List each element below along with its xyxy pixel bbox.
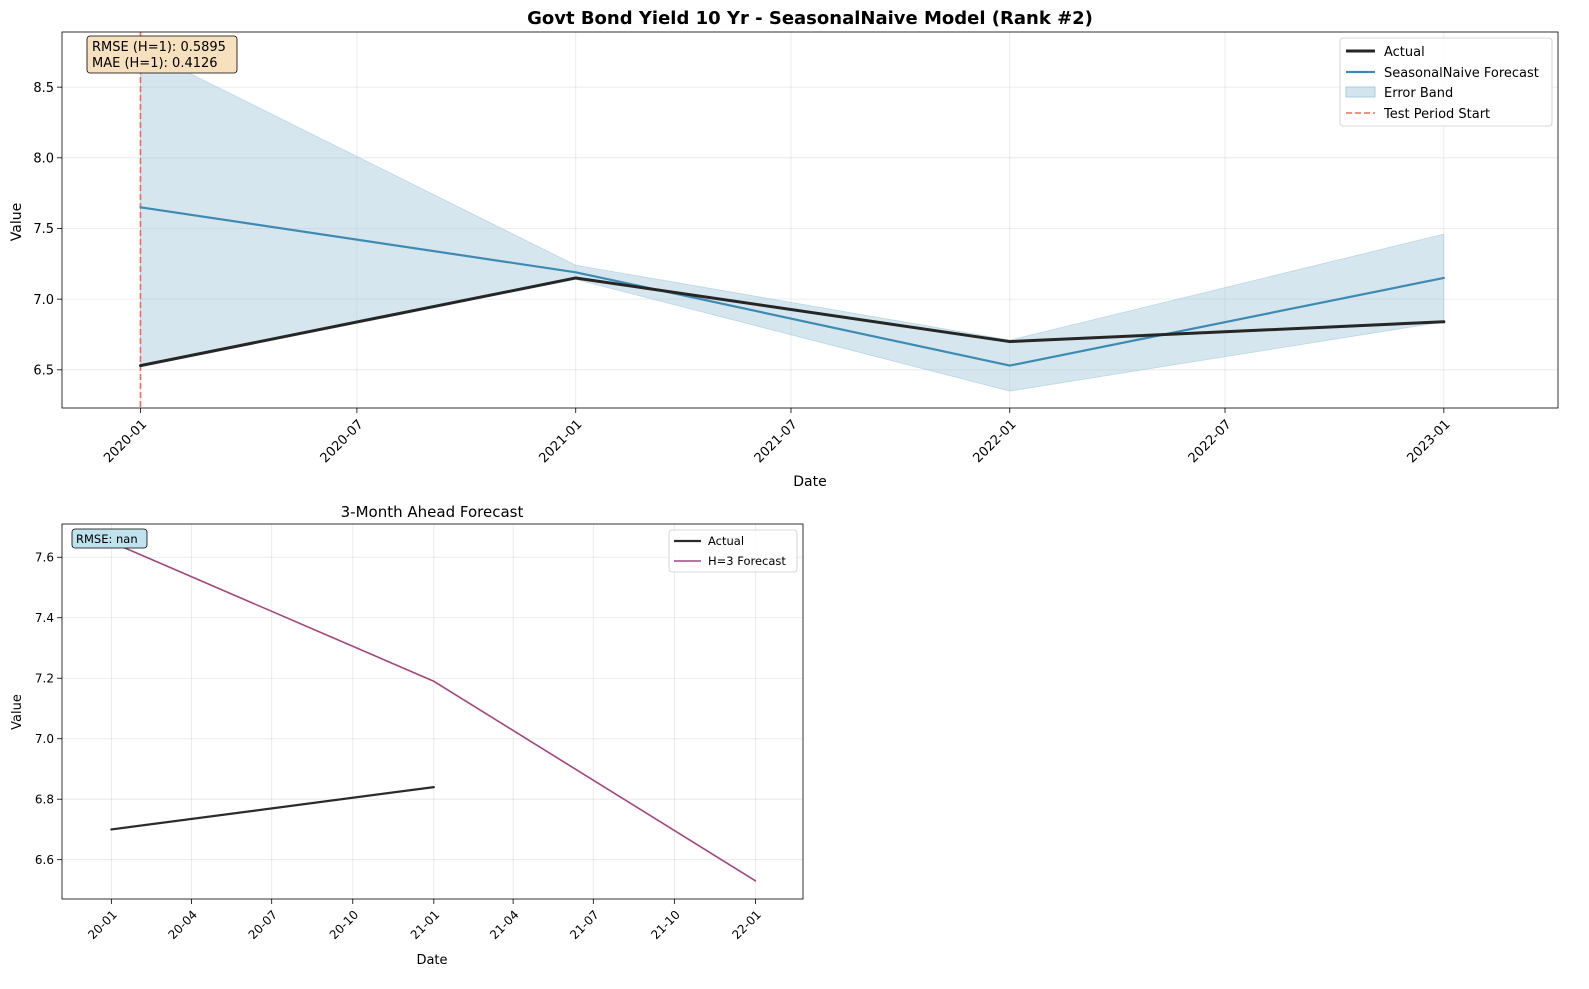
chart2-series-h3-forecast-line (110, 541, 757, 882)
chart1-x-tick-label: 2021-07 (752, 417, 801, 466)
chart2-x-axis-label: Date (416, 953, 447, 968)
chart2-x-ticks: 20-01 20-04 20-07 20-10 21-01 21-04 21-07 21-10… (85, 899, 764, 942)
chart2-y-tick-label: 6.6 (35, 853, 54, 867)
chart1-x-tick-label: 2021-01 (536, 417, 585, 466)
chart1-error-band (140, 48, 1445, 392)
chart2-y-tick-label: 6.8 (35, 793, 54, 807)
chart1-metrics-box: RMSE (H=1): 0.5895 MAE (H=1): 0.4126 (86, 35, 238, 74)
chart1-y-tick-label: 7.0 (33, 293, 54, 308)
legend-swatch-error-band (1345, 86, 1376, 98)
chart2-x-tick-label: 20-10 (327, 908, 362, 943)
chart2-x-tick-label: 21-01 (408, 908, 443, 943)
chart2-y-tick-label: 7.4 (35, 611, 54, 625)
main-forecast-chart: Govt Bond Yield 10 Yr - SeasonalNaive Mo… (9, 8, 1559, 490)
chart1-y-tick-label: 8.0 (33, 151, 54, 166)
chart1-x-ticks: 2020-01 2020-07 2021-01 2021-07 2022-01 2022-… (101, 408, 1454, 466)
chart2-grid (62, 524, 803, 899)
chart1-x-tick-label: 2022-07 (1186, 417, 1235, 466)
chart2-y-tick-label: 7.0 (35, 732, 54, 746)
chart1-x-axis-label: Date (793, 474, 826, 490)
chart1-x-tick-label: 2023-01 (1405, 417, 1454, 466)
chart1-y-axis-label: Value (9, 203, 25, 241)
chart2-series-layer (110, 541, 757, 882)
legend-label-actual: Actual (1384, 45, 1425, 60)
chart1-series-actual-line (138, 276, 1446, 368)
chart2-metrics-box: RMSE: nan (71, 528, 148, 549)
chart2-y-tick-label: 7.2 (35, 672, 54, 686)
chart1-y-tick-label: 7.5 (33, 222, 54, 237)
chart2-x-tick-label: 22-01 (729, 908, 764, 943)
legend-label-forecast: SeasonalNaive Forecast (1384, 66, 1539, 81)
chart2-y-ticks: 6.6 6.8 7.0 7.2 7.4 7.6 (35, 551, 62, 867)
chart1-rmse-label: RMSE (H=1): 0.5895 (92, 40, 226, 55)
chart1-y-tick-label: 8.5 (33, 81, 54, 96)
chart1-series-layer (138, 32, 1446, 408)
legend2-label-h3: H=3 Forecast (708, 554, 786, 568)
chart1-x-tick-label: 2022-01 (970, 417, 1019, 466)
chart2-rmse-label: RMSE: nan (76, 532, 138, 546)
chart1-x-tick-label: 2020-01 (101, 417, 150, 466)
chart1-grid (62, 32, 1558, 408)
chart1-x-tick-label: 2020-07 (318, 417, 367, 466)
legend2-label-actual: Actual (708, 534, 744, 548)
chart2-y-tick-label: 7.6 (35, 551, 54, 565)
chart1-y-ticks: 6.5 7.0 7.5 8.0 8.5 (33, 81, 62, 379)
chart2-y-axis-label: Value (10, 694, 25, 730)
chart2-title: 3-Month Ahead Forecast (341, 503, 524, 521)
chart1-plot-frame (61, 31, 1559, 409)
h3-forecast-chart: 3-Month Ahead Forecast 20-01 20-04 20-07 20… (10, 503, 804, 968)
chart1-mae-label: MAE (H=1): 0.4126 (92, 56, 218, 71)
chart2-x-tick-label: 20-07 (246, 908, 281, 943)
chart2-x-tick-label: 20-01 (85, 908, 120, 943)
chart2-x-tick-label: 20-04 (165, 908, 200, 943)
chart1-error-band-layer (140, 48, 1445, 392)
legend-label-error-band: Error Band (1384, 86, 1453, 101)
chart2-series-actual-line (110, 786, 435, 831)
chart1-y-tick-label: 6.5 (33, 364, 54, 379)
chart2-legend: Actual H=3 Forecast (668, 529, 798, 573)
chart2-x-tick-label: 21-07 (567, 908, 602, 943)
chart1-series-forecast-line (139, 206, 1445, 367)
legend-label-test-start: Test Period Start (1383, 107, 1490, 122)
chart1-title: Govt Bond Yield 10 Yr - SeasonalNaive Mo… (527, 8, 1093, 29)
chart1-legend: Actual SeasonalNaive Forecast Error Band… (1339, 37, 1553, 127)
chart2-x-tick-label: 21-04 (487, 908, 522, 943)
chart2-plot-frame (61, 523, 804, 900)
chart2-x-tick-label: 21-10 (648, 908, 683, 943)
